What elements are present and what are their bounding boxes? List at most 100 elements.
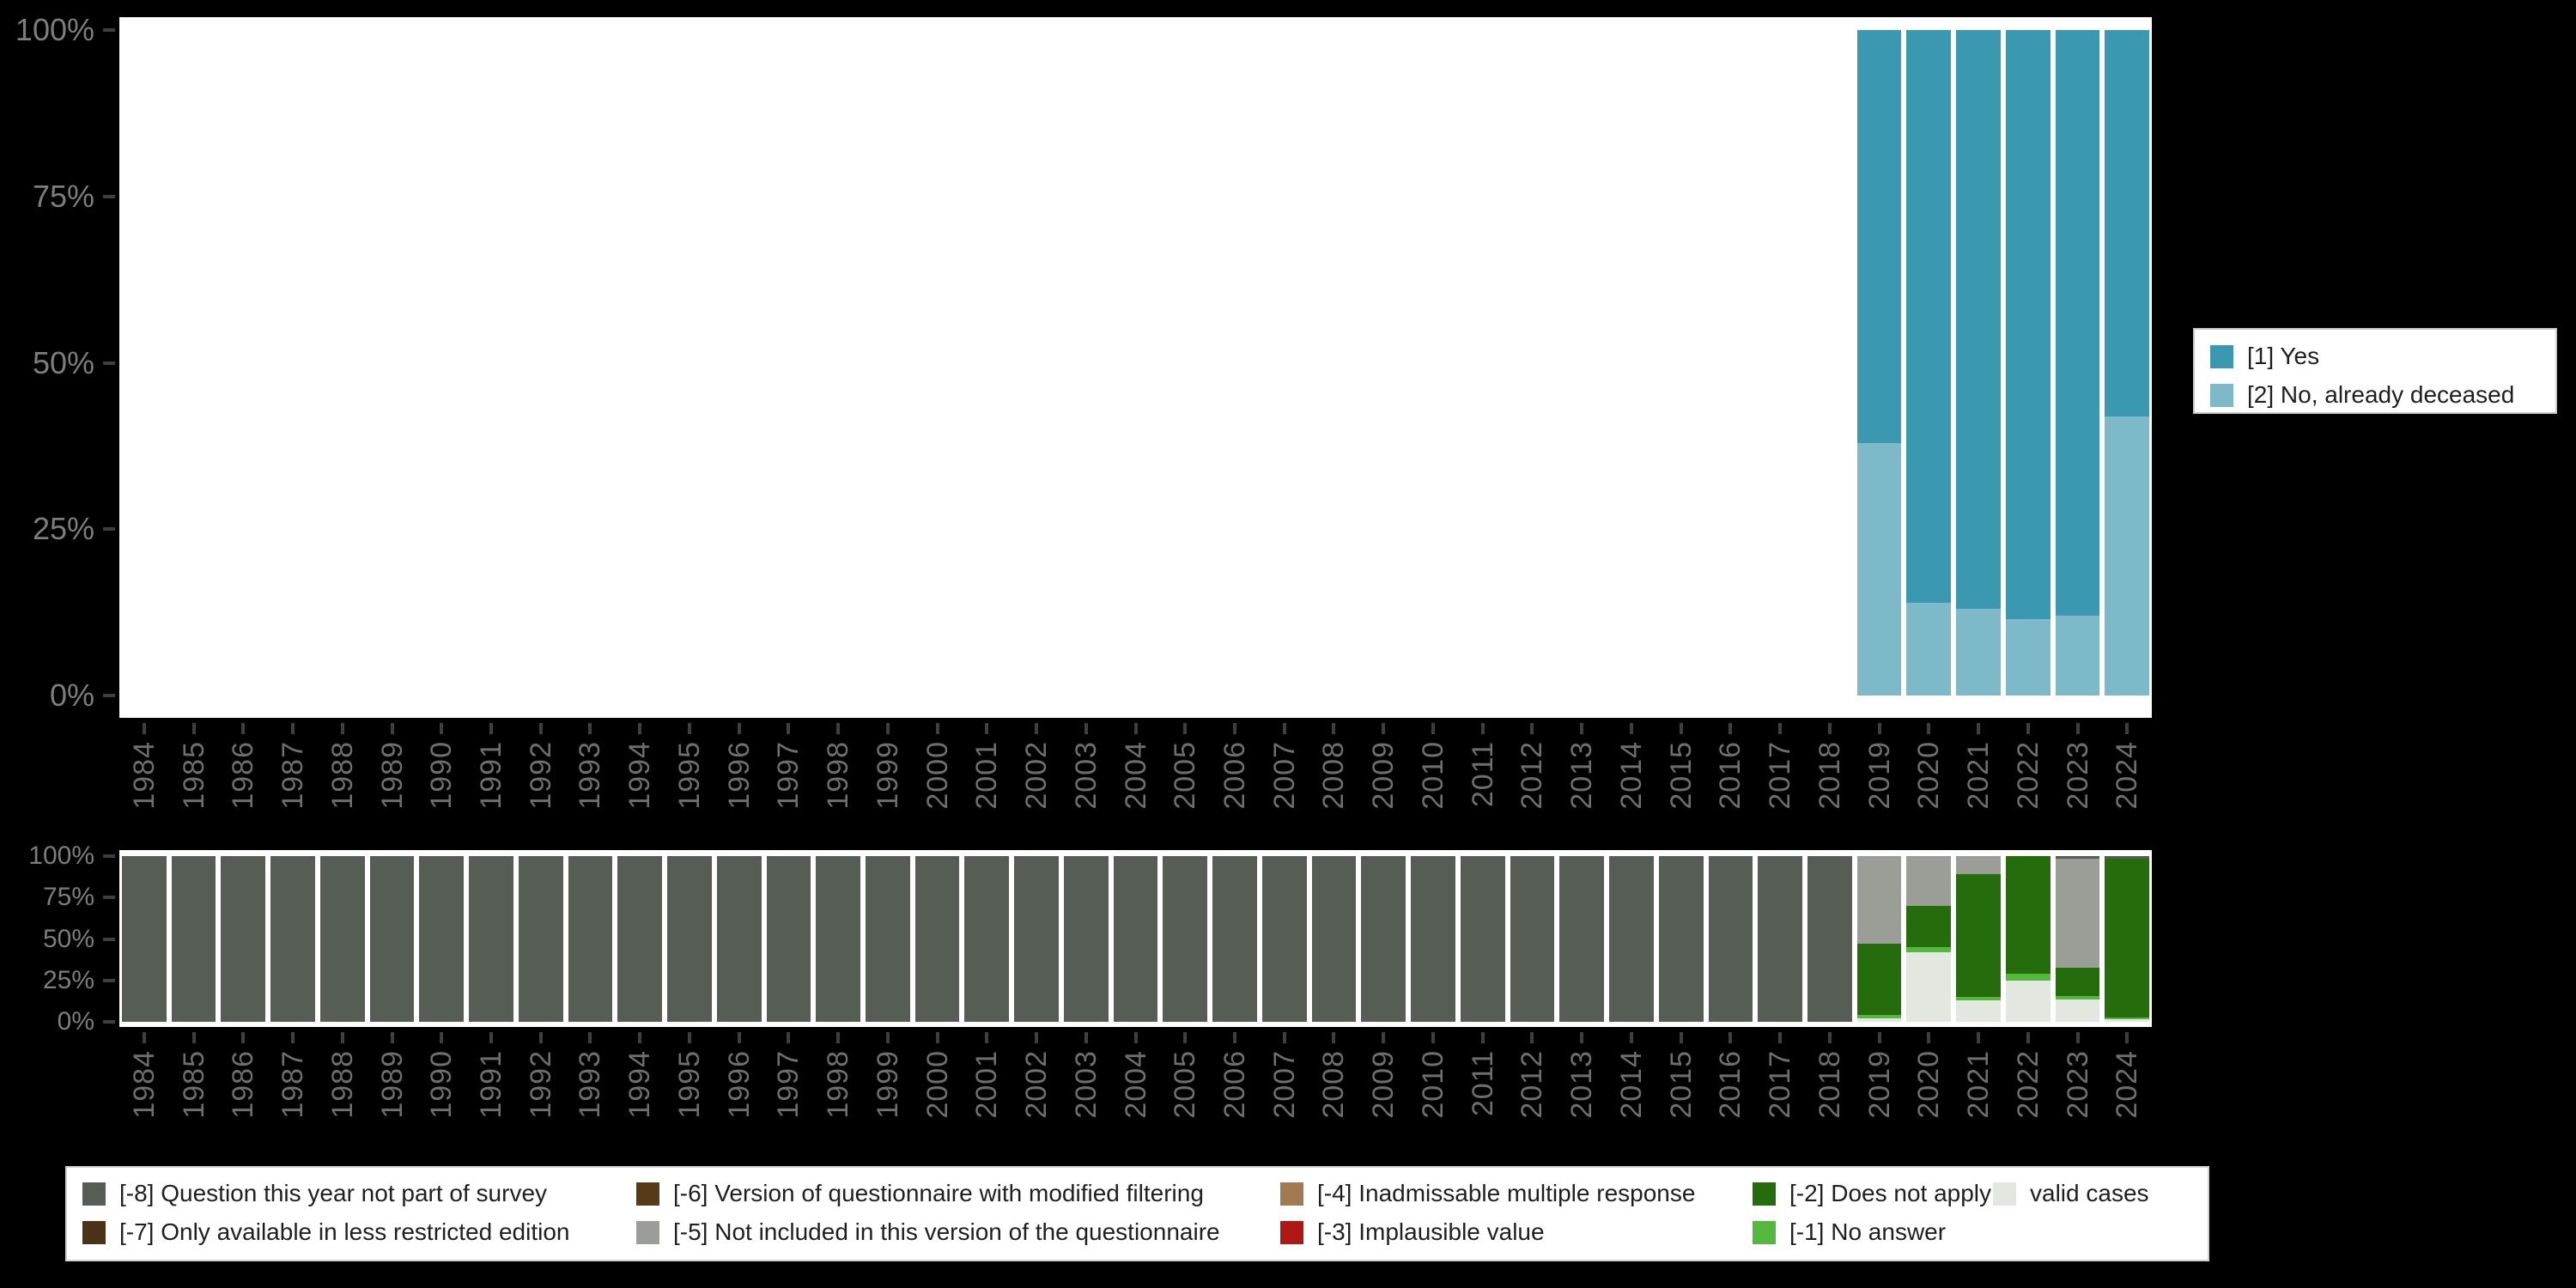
segment--2[interactable] — [1856, 944, 1902, 1016]
segment--8[interactable] — [221, 856, 266, 1022]
segment--8[interactable] — [1014, 856, 1059, 1022]
segment--8[interactable] — [914, 856, 960, 1022]
stacked-bar-2017[interactable] — [1758, 856, 1802, 1022]
segment--8[interactable] — [122, 856, 167, 1022]
segment--5[interactable] — [1856, 856, 1902, 945]
segment--1[interactable] — [2055, 996, 2100, 999]
segment--8[interactable] — [1113, 856, 1158, 1022]
segment--8[interactable] — [2055, 856, 2100, 859]
stacked-bar-2020[interactable] — [1906, 30, 1952, 696]
stacked-bar-2009[interactable] — [1361, 856, 1406, 1022]
segment--8[interactable] — [1212, 856, 1257, 1022]
segment--2[interactable] — [2105, 858, 2150, 1018]
segment--8[interactable] — [766, 856, 811, 1022]
segment--2[interactable] — [1906, 905, 1952, 948]
stacked-bar-1991[interactable] — [469, 856, 513, 1022]
stacked-bar-2008[interactable] — [1311, 856, 1357, 1022]
segment-no_deceased[interactable] — [1956, 609, 2001, 696]
stacked-bar-1986[interactable] — [221, 856, 266, 1022]
segment-yes[interactable] — [2055, 30, 2100, 616]
segment--8[interactable] — [419, 856, 465, 1022]
segment-no_deceased[interactable] — [2005, 618, 2050, 696]
stacked-bar-2007[interactable] — [1261, 856, 1307, 1022]
stacked-bar-2014[interactable] — [1609, 856, 1654, 1022]
stacked-bar-2023[interactable] — [2055, 856, 2100, 1022]
segment--5[interactable] — [1906, 856, 1952, 906]
segment--8[interactable] — [667, 856, 712, 1022]
segment-valid[interactable] — [1856, 1018, 1902, 1022]
segment--8[interactable] — [866, 856, 910, 1022]
stacked-bar-1996[interactable] — [716, 856, 762, 1022]
segment--8[interactable] — [1411, 856, 1455, 1022]
segment--8[interactable] — [1658, 856, 1704, 1022]
segment--8[interactable] — [1708, 856, 1753, 1022]
segment--1[interactable] — [1906, 947, 1952, 952]
segment-no_deceased[interactable] — [2105, 416, 2150, 696]
segment--8[interactable] — [1460, 856, 1505, 1022]
segment--8[interactable] — [319, 856, 365, 1022]
stacked-bar-2002[interactable] — [1014, 856, 1059, 1022]
segment-yes[interactable] — [2005, 30, 2050, 619]
segment-valid[interactable] — [1906, 951, 1952, 1022]
stacked-bar-2018[interactable] — [1807, 856, 1852, 1022]
segment-no_deceased[interactable] — [1906, 602, 1952, 696]
segment-valid[interactable] — [2005, 980, 2050, 1022]
segment-yes[interactable] — [1856, 30, 1902, 443]
segment--8[interactable] — [1559, 856, 1605, 1022]
segment--5[interactable] — [1956, 856, 2001, 875]
segment--8[interactable] — [568, 856, 613, 1022]
stacked-bar-2024[interactable] — [2105, 856, 2150, 1022]
stacked-bar-2013[interactable] — [1559, 856, 1605, 1022]
segment--8[interactable] — [816, 856, 861, 1022]
segment--8[interactable] — [716, 856, 762, 1022]
stacked-bar-2022[interactable] — [2005, 856, 2050, 1022]
segment-valid[interactable] — [2105, 1019, 2150, 1022]
segment--8[interactable] — [1361, 856, 1406, 1022]
segment-yes[interactable] — [2105, 30, 2150, 416]
segment--2[interactable] — [2055, 968, 2100, 997]
segment--8[interactable] — [1758, 856, 1802, 1022]
segment--2[interactable] — [1956, 874, 2001, 998]
stacked-bar-1998[interactable] — [816, 856, 861, 1022]
segment-yes[interactable] — [1906, 30, 1952, 603]
segment--1[interactable] — [1956, 997, 2001, 1000]
segment--8[interactable] — [1510, 856, 1555, 1022]
segment--8[interactable] — [469, 856, 513, 1022]
segment--2[interactable] — [2005, 856, 2050, 975]
stacked-bar-2019[interactable] — [1856, 30, 1902, 696]
segment--8[interactable] — [270, 856, 315, 1022]
stacked-bar-1988[interactable] — [319, 856, 365, 1022]
stacked-bar-2020[interactable] — [1906, 856, 1952, 1022]
segment--1[interactable] — [2105, 1018, 2150, 1020]
stacked-bar-1997[interactable] — [766, 856, 811, 1022]
stacked-bar-2001[interactable] — [964, 856, 1010, 1022]
stacked-bar-2024[interactable] — [2105, 30, 2150, 696]
segment--8[interactable] — [369, 856, 415, 1022]
stacked-bar-2012[interactable] — [1510, 856, 1555, 1022]
segment--8[interactable] — [617, 856, 663, 1022]
segment--8[interactable] — [171, 856, 216, 1022]
stacked-bar-2011[interactable] — [1460, 856, 1505, 1022]
stacked-bar-2006[interactable] — [1212, 856, 1257, 1022]
stacked-bar-2015[interactable] — [1658, 856, 1704, 1022]
segment--8[interactable] — [2105, 856, 2150, 859]
segment--8[interactable] — [1163, 856, 1208, 1022]
segment-valid[interactable] — [2055, 999, 2100, 1022]
stacked-bar-1993[interactable] — [568, 856, 613, 1022]
segment--5[interactable] — [2055, 858, 2100, 969]
stacked-bar-1985[interactable] — [171, 856, 216, 1022]
stacked-bar-1994[interactable] — [617, 856, 663, 1022]
segment-yes[interactable] — [1956, 30, 2001, 610]
stacked-bar-1989[interactable] — [369, 856, 415, 1022]
stacked-bar-1990[interactable] — [419, 856, 465, 1022]
stacked-bar-2021[interactable] — [1956, 30, 2001, 696]
segment--8[interactable] — [1261, 856, 1307, 1022]
segment-valid[interactable] — [1956, 999, 2001, 1022]
stacked-bar-2010[interactable] — [1411, 856, 1455, 1022]
segment-no_deceased[interactable] — [2055, 616, 2100, 696]
segment-no_deceased[interactable] — [1856, 442, 1902, 696]
stacked-bar-2023[interactable] — [2055, 30, 2100, 696]
segment--1[interactable] — [2005, 974, 2050, 981]
stacked-bar-2003[interactable] — [1063, 856, 1109, 1022]
segment--8[interactable] — [964, 856, 1010, 1022]
